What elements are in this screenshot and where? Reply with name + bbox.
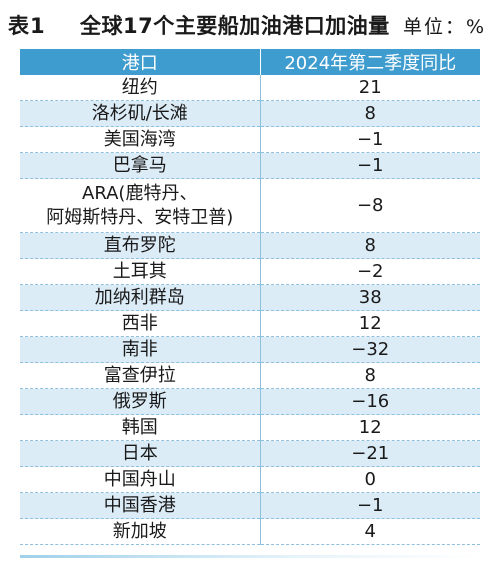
port-cell: 中国香港 — [20, 492, 261, 519]
table-row: 加纳利群岛 38 — [20, 284, 480, 311]
port-name-line: 俄罗斯 — [112, 390, 167, 412]
port-name-line: ARA(鹿特丹、 — [82, 182, 198, 204]
port-name-line: 日本 — [121, 442, 158, 464]
port-name-line: 土耳其 — [112, 260, 167, 282]
yoy-value-cell: −32 — [260, 336, 480, 363]
port-cell: 中国舟山 — [20, 466, 261, 493]
table-row: 西非 12 — [20, 310, 480, 337]
table-row: 美国海湾 −1 — [20, 126, 480, 153]
yoy-value-cell: −8 — [260, 178, 480, 233]
yoy-value-cell: −1 — [260, 492, 480, 519]
header-port: 港口 — [20, 49, 261, 75]
port-name-line: 洛杉矶/长滩 — [91, 102, 188, 124]
yoy-value-cell: 12 — [260, 310, 480, 337]
port-name-line: 巴拿马 — [112, 154, 167, 176]
bunker-volume-table: 港口 2024年第二季度同比 纽约 21 洛杉矶/长滩 8 美国海湾 −1 巴拿马 −1 ARA… — [20, 49, 480, 545]
port-cell: 纽约 — [20, 75, 261, 101]
port-name-line: 直布罗陀 — [103, 234, 176, 256]
table-row: 富查伊拉 8 — [20, 362, 480, 389]
table-title: 全球17个主要船加油港口加油量 — [80, 14, 390, 38]
port-cell: 新加坡 — [20, 518, 261, 545]
port-cell: 南非 — [20, 336, 261, 363]
table-row: 新加坡 4 — [20, 518, 480, 545]
port-cell: 富查伊拉 — [20, 362, 261, 389]
table-number: 表1 — [8, 14, 46, 38]
port-name-line: 韩国 — [121, 416, 158, 438]
yoy-value-cell: 4 — [260, 518, 480, 545]
table-row: 巴拿马 −1 — [20, 152, 480, 179]
port-name-line: 中国香港 — [103, 494, 176, 516]
port-cell: 韩国 — [20, 414, 261, 441]
yoy-value-cell: −2 — [260, 258, 480, 285]
yoy-value-cell: 0 — [260, 466, 480, 493]
yoy-value-cell: −16 — [260, 388, 480, 415]
yoy-value-cell: −1 — [260, 152, 480, 179]
yoy-value-cell: 8 — [260, 362, 480, 389]
yoy-value-cell: 8 — [260, 100, 480, 127]
port-cell: 俄罗斯 — [20, 388, 261, 415]
yoy-value-cell: −1 — [260, 126, 480, 153]
table-caption: 表1 全球17个主要船加油港口加油量 单位：% — [0, 0, 500, 46]
table-row: 南非 −32 — [20, 336, 480, 363]
yoy-value-cell: 38 — [260, 284, 480, 311]
port-cell: 美国海湾 — [20, 126, 261, 153]
table-row: 洛杉矶/长滩 8 — [20, 100, 480, 127]
yoy-value-cell: 8 — [260, 232, 480, 259]
port-name-line: 新加坡 — [112, 520, 167, 542]
port-name-line: 富查伊拉 — [103, 364, 176, 386]
port-cell: 日本 — [20, 440, 261, 467]
port-cell: 巴拿马 — [20, 152, 261, 179]
table-row: 纽约 21 — [20, 75, 480, 101]
table-row: 日本 −21 — [20, 440, 480, 467]
yoy-value-cell: 12 — [260, 414, 480, 441]
table-row: ARA(鹿特丹、 阿姆斯特丹、安特卫普) −8 — [20, 178, 480, 233]
table-row: 韩国 12 — [20, 414, 480, 441]
port-name-line: 美国海湾 — [103, 128, 176, 150]
data-table: 港口 2024年第二季度同比 纽约 21 洛杉矶/长滩 8 美国海湾 −1 巴拿马 −1 ARA… — [20, 49, 480, 545]
table-row: 俄罗斯 −16 — [20, 388, 480, 415]
port-cell: 直布罗陀 — [20, 232, 261, 259]
port-name-line: 阿姆斯特丹、安特卫普) — [46, 206, 234, 228]
port-cell: 西非 — [20, 310, 261, 337]
table-row: 中国舟山 0 — [20, 466, 480, 493]
port-cell: ARA(鹿特丹、 阿姆斯特丹、安特卫普) — [20, 178, 261, 233]
table-row: 中国香港 −1 — [20, 492, 480, 519]
header-row: 港口 2024年第二季度同比 — [20, 49, 480, 75]
bottom-rule — [20, 555, 480, 558]
unit-label: 单位：% — [402, 16, 486, 38]
table-row: 直布罗陀 8 — [20, 232, 480, 259]
port-cell: 加纳利群岛 — [20, 284, 261, 311]
table-row: 土耳其 −2 — [20, 258, 480, 285]
header-yoy: 2024年第二季度同比 — [260, 49, 480, 75]
port-name-line: 西非 — [121, 312, 158, 334]
yoy-value-cell: −21 — [260, 440, 480, 467]
port-name-line: 纽约 — [121, 76, 158, 98]
port-name-line: 中国舟山 — [103, 468, 176, 490]
yoy-value-cell: 21 — [260, 75, 480, 101]
table-body: 纽约 21 洛杉矶/长滩 8 美国海湾 −1 巴拿马 −1 ARA(鹿特丹、 阿姆斯特丹、安特卫普… — [20, 75, 480, 545]
port-name-line: 南非 — [121, 338, 158, 360]
port-cell: 洛杉矶/长滩 — [20, 100, 261, 127]
port-cell: 土耳其 — [20, 258, 261, 285]
port-name-line: 加纳利群岛 — [94, 286, 185, 308]
